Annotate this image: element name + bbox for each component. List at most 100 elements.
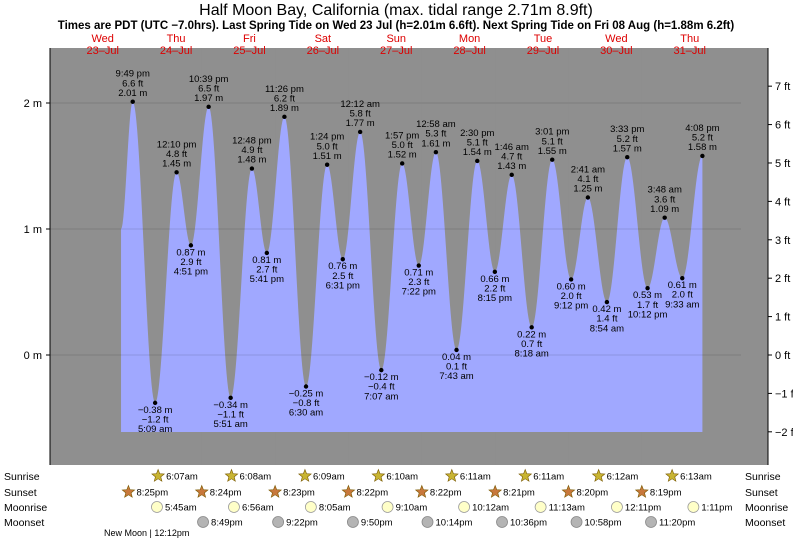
chart-subtitle: Times are PDT (UTC −7.0hrs). Last Spring… (58, 20, 735, 32)
event-time: 11:20pm (659, 518, 695, 529)
tide-extremes: 9:49 pm6.6 ft2.01 m −0.38 m−1.2 ft5:09 am… (116, 69, 720, 435)
extreme-height-m: 0.04 m (442, 352, 471, 363)
extreme-height-m: 1.52 m (388, 150, 417, 161)
day-date: 27–Jul (380, 45, 412, 57)
low-tide-marker: 0.42 m1.4 ft8:54 am (590, 299, 624, 334)
extreme-point (568, 277, 574, 282)
extreme-height-m: 1.55 m (538, 146, 567, 157)
event-time: 8:20pm (576, 488, 608, 499)
extreme-time: 5:41 pm (250, 274, 284, 285)
extreme-height-m: 0.60 m (557, 281, 586, 292)
low-tide-marker: −0.12 m−0.4 ft7:07 am (364, 367, 399, 402)
day-labels: Wed23–JulThu24–JulFri25–JulSat26–JulSun2… (86, 33, 705, 57)
extreme-height-m: 1.48 m (237, 155, 266, 166)
extreme-height-ft: 1.4 ft (596, 314, 617, 325)
extreme-height-m: 0.22 m (517, 329, 546, 340)
left-tick-label: 1 m (24, 224, 42, 236)
event-time: 6:09am (313, 472, 345, 483)
extreme-height-ft: 0.7 ft (521, 339, 542, 350)
extreme-point (357, 129, 363, 135)
extreme-point (585, 195, 591, 200)
moonrise-icon (458, 501, 471, 513)
moonrise-icon (381, 501, 394, 513)
extreme-point (303, 384, 309, 389)
extreme-height-m: 2.01 m (118, 88, 147, 99)
event-time: 6:10am (386, 472, 418, 483)
extreme-point (433, 149, 439, 155)
sunrise-icon (224, 468, 239, 482)
moonset-icon (496, 516, 508, 528)
extreme-point (645, 286, 650, 291)
row-label-right: Sunset (745, 487, 778, 499)
extreme-height-ft: 6.6 ft (122, 78, 143, 89)
event-time: 9:50pm (361, 518, 393, 529)
event-time: 6:56am (242, 503, 274, 514)
low-tide-marker: 0.66 m2.2 ft8:15 pm (478, 269, 512, 304)
extreme-point (282, 114, 287, 120)
extreme-height-ft: −1.2 ft (142, 414, 169, 425)
extreme-point (604, 299, 610, 305)
extreme-height-m: 0.71 m (404, 268, 433, 279)
moon-phase-label: New Moon | 12:12pm (104, 528, 189, 538)
event-time: 8:05am (319, 503, 351, 514)
moonrise-icon (151, 501, 163, 513)
sunrise-icon (297, 468, 312, 482)
extreme-time: 12:48 pm (232, 136, 272, 147)
left-tick-label: 0 m (24, 350, 42, 362)
extreme-height-m: 0.66 m (480, 274, 509, 285)
day-date: 23–Jul (86, 45, 118, 57)
day-date: 24–Jul (160, 45, 192, 57)
moonset-icon (421, 516, 434, 528)
tide-level-area (121, 101, 703, 432)
low-tide-marker: −0.34 m−1.1 ft5:51 am (213, 395, 248, 430)
extreme-point (324, 162, 330, 167)
extreme-time: 2:41 am (571, 165, 605, 176)
sunset-icon (488, 484, 503, 498)
extreme-height-ft: 4.7 ft (501, 151, 522, 162)
right-tick-label: 1 ft (775, 312, 790, 324)
extreme-height-ft: 2.3 ft (408, 277, 429, 288)
extreme-time: 7:07 am (364, 391, 398, 402)
extreme-height-m: −0.12 m (364, 372, 399, 383)
extreme-time: 9:49 pm (116, 69, 150, 80)
day-name: Sat (315, 33, 332, 45)
extreme-height-ft: 2.0 ft (672, 290, 693, 301)
high-tide-marker: 4:08 pm5.2 ft1.58 m (685, 123, 720, 159)
sunset-icon (634, 484, 649, 498)
day-date: 31–Jul (674, 45, 706, 57)
extreme-height-m: −0.34 m (213, 400, 248, 411)
extreme-height-ft: 5.1 ft (542, 136, 563, 147)
extreme-height-ft: 5.8 ft (350, 109, 371, 120)
row-label-right: Moonset (745, 517, 785, 529)
extreme-height-ft: 4.8 ft (166, 149, 187, 160)
row-label-left: Moonrise (4, 502, 47, 514)
event-time: 8:22pm (356, 488, 388, 499)
extreme-time: 7:22 pm (402, 287, 436, 298)
extreme-height-ft: 2.0 ft (561, 291, 582, 302)
extreme-time: 8:15 pm (478, 293, 512, 304)
extreme-height-ft: 1.7 ft (637, 300, 658, 311)
high-tide-marker: 2:30 pm5.1 ft1.54 m (460, 128, 495, 164)
extreme-height-ft: 4.9 ft (241, 145, 262, 156)
extreme-point (249, 166, 255, 171)
sunset-icon (341, 484, 356, 498)
extreme-height-ft: −1.1 ft (217, 409, 244, 420)
day-date: 29–Jul (527, 45, 559, 57)
extreme-height-ft: 5.2 ft (692, 133, 713, 144)
extreme-point (492, 269, 498, 275)
sunset-icon (414, 484, 429, 498)
extreme-height-ft: 2.5 ft (332, 271, 353, 282)
extreme-height-ft: 5.0 ft (317, 141, 338, 152)
day-date: 28–Jul (453, 45, 485, 57)
extreme-height-ft: 2.2 ft (484, 283, 505, 294)
moonrise-icon (304, 501, 317, 513)
day-name: Thu (680, 33, 699, 45)
sunrise-icon (151, 468, 166, 482)
extreme-point (475, 158, 480, 164)
extreme-time: 8:54 am (590, 323, 624, 334)
extreme-height-m: 1.77 m (346, 118, 375, 129)
day-name: Sun (386, 33, 406, 45)
moonrise-icon (228, 501, 240, 513)
low-tide-marker: 0.60 m2.0 ft9:12 pm (554, 277, 588, 312)
